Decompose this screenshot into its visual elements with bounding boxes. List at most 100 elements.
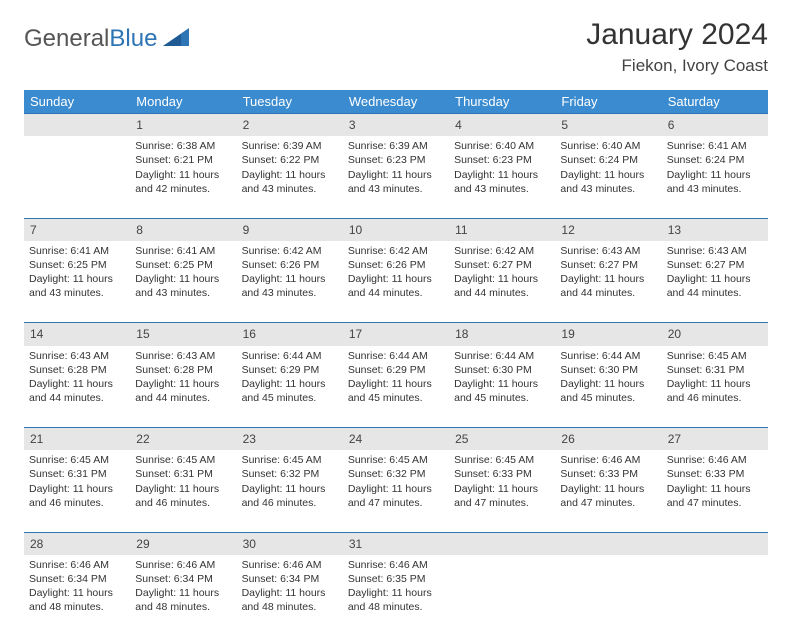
day-number: 21 — [24, 428, 130, 451]
sunset-text: Sunset: 6:34 PM — [29, 572, 125, 586]
daylight-text-1: Daylight: 11 hours — [348, 272, 444, 286]
sunset-text: Sunset: 6:33 PM — [667, 467, 763, 481]
calendar-table: Sunday Monday Tuesday Wednesday Thursday… — [24, 90, 768, 637]
sunrise-text: Sunrise: 6:39 AM — [348, 139, 444, 153]
daylight-text-1: Daylight: 11 hours — [667, 377, 763, 391]
sunrise-text: Sunrise: 6:44 AM — [242, 349, 338, 363]
daylight-text-1: Daylight: 11 hours — [667, 272, 763, 286]
sunrise-text: Sunrise: 6:41 AM — [29, 244, 125, 258]
day-number: 4 — [449, 114, 555, 137]
day-cell: Sunrise: 6:38 AMSunset: 6:21 PMDaylight:… — [130, 136, 236, 218]
daylight-text-2: and 46 minutes. — [29, 496, 125, 510]
day-number: 16 — [237, 323, 343, 346]
day-number: 19 — [555, 323, 661, 346]
daylight-text-1: Daylight: 11 hours — [667, 482, 763, 496]
day-cell: Sunrise: 6:45 AMSunset: 6:31 PMDaylight:… — [130, 450, 236, 532]
sunset-text: Sunset: 6:31 PM — [667, 363, 763, 377]
day-number: 8 — [130, 218, 236, 241]
sunrise-text: Sunrise: 6:41 AM — [135, 244, 231, 258]
day-number: 26 — [555, 428, 661, 451]
day-cell: Sunrise: 6:41 AMSunset: 6:24 PMDaylight:… — [662, 136, 768, 218]
sunset-text: Sunset: 6:22 PM — [242, 153, 338, 167]
month-title: January 2024 — [586, 18, 768, 52]
sunset-text: Sunset: 6:32 PM — [242, 467, 338, 481]
daylight-text-2: and 43 minutes. — [29, 286, 125, 300]
day-number: 24 — [343, 428, 449, 451]
week-row: Sunrise: 6:41 AMSunset: 6:25 PMDaylight:… — [24, 241, 768, 323]
day-cell: Sunrise: 6:39 AMSunset: 6:22 PMDaylight:… — [237, 136, 343, 218]
day-cell: Sunrise: 6:44 AMSunset: 6:29 PMDaylight:… — [237, 346, 343, 428]
day-number: 28 — [24, 532, 130, 555]
sunrise-text: Sunrise: 6:39 AM — [242, 139, 338, 153]
sunset-text: Sunset: 6:31 PM — [135, 467, 231, 481]
day-cell: Sunrise: 6:41 AMSunset: 6:25 PMDaylight:… — [130, 241, 236, 323]
daylight-text-1: Daylight: 11 hours — [560, 377, 656, 391]
daylight-text-1: Daylight: 11 hours — [348, 377, 444, 391]
daynum-row: 14151617181920 — [24, 323, 768, 346]
day-number: 1 — [130, 114, 236, 137]
day-number: 2 — [237, 114, 343, 137]
sunrise-text: Sunrise: 6:46 AM — [29, 558, 125, 572]
day-number — [24, 114, 130, 137]
daylight-text-2: and 45 minutes. — [348, 391, 444, 405]
day-cell: Sunrise: 6:45 AMSunset: 6:33 PMDaylight:… — [449, 450, 555, 532]
day-number — [662, 532, 768, 555]
daylight-text-2: and 43 minutes. — [348, 182, 444, 196]
daylight-text-1: Daylight: 11 hours — [560, 272, 656, 286]
sunset-text: Sunset: 6:23 PM — [348, 153, 444, 167]
sunset-text: Sunset: 6:34 PM — [242, 572, 338, 586]
sunrise-text: Sunrise: 6:43 AM — [29, 349, 125, 363]
logo-word2: Blue — [109, 25, 157, 52]
day-number: 13 — [662, 218, 768, 241]
sunrise-text: Sunrise: 6:45 AM — [667, 349, 763, 363]
daynum-row: 123456 — [24, 114, 768, 137]
sunrise-text: Sunrise: 6:42 AM — [348, 244, 444, 258]
daylight-text-2: and 44 minutes. — [348, 286, 444, 300]
day-number: 14 — [24, 323, 130, 346]
sunset-text: Sunset: 6:30 PM — [560, 363, 656, 377]
logo-text: GeneralBlue — [24, 25, 157, 53]
week-row: Sunrise: 6:46 AMSunset: 6:34 PMDaylight:… — [24, 555, 768, 637]
day-number — [555, 532, 661, 555]
day-number: 18 — [449, 323, 555, 346]
daylight-text-1: Daylight: 11 hours — [454, 272, 550, 286]
sunrise-text: Sunrise: 6:46 AM — [348, 558, 444, 572]
sunrise-text: Sunrise: 6:45 AM — [29, 453, 125, 467]
day-number: 12 — [555, 218, 661, 241]
sunrise-text: Sunrise: 6:40 AM — [454, 139, 550, 153]
day-cell: Sunrise: 6:43 AMSunset: 6:28 PMDaylight:… — [24, 346, 130, 428]
daynum-row: 21222324252627 — [24, 428, 768, 451]
sunset-text: Sunset: 6:28 PM — [135, 363, 231, 377]
daylight-text-1: Daylight: 11 hours — [135, 482, 231, 496]
logo-word1: General — [24, 25, 109, 52]
daylight-text-2: and 47 minutes. — [667, 496, 763, 510]
daylight-text-1: Daylight: 11 hours — [348, 168, 444, 182]
day-cell: Sunrise: 6:44 AMSunset: 6:30 PMDaylight:… — [555, 346, 661, 428]
sunset-text: Sunset: 6:26 PM — [348, 258, 444, 272]
sunrise-text: Sunrise: 6:46 AM — [242, 558, 338, 572]
day-number: 31 — [343, 532, 449, 555]
location: Fiekon, Ivory Coast — [586, 56, 768, 76]
daylight-text-1: Daylight: 11 hours — [454, 482, 550, 496]
sunset-text: Sunset: 6:29 PM — [242, 363, 338, 377]
daylight-text-2: and 43 minutes. — [667, 182, 763, 196]
day-number: 25 — [449, 428, 555, 451]
daylight-text-1: Daylight: 11 hours — [135, 586, 231, 600]
sunset-text: Sunset: 6:26 PM — [242, 258, 338, 272]
day-cell: Sunrise: 6:43 AMSunset: 6:27 PMDaylight:… — [555, 241, 661, 323]
weekday-header: Tuesday — [237, 90, 343, 114]
day-number — [449, 532, 555, 555]
sunrise-text: Sunrise: 6:43 AM — [560, 244, 656, 258]
day-number: 20 — [662, 323, 768, 346]
sunrise-text: Sunrise: 6:46 AM — [667, 453, 763, 467]
daylight-text-2: and 43 minutes. — [560, 182, 656, 196]
day-number: 29 — [130, 532, 236, 555]
sunrise-text: Sunrise: 6:46 AM — [135, 558, 231, 572]
daylight-text-2: and 47 minutes. — [348, 496, 444, 510]
weekday-header: Saturday — [662, 90, 768, 114]
sunset-text: Sunset: 6:27 PM — [560, 258, 656, 272]
day-cell: Sunrise: 6:46 AMSunset: 6:33 PMDaylight:… — [662, 450, 768, 532]
day-cell: Sunrise: 6:46 AMSunset: 6:34 PMDaylight:… — [24, 555, 130, 637]
day-cell: Sunrise: 6:40 AMSunset: 6:23 PMDaylight:… — [449, 136, 555, 218]
day-cell: Sunrise: 6:44 AMSunset: 6:29 PMDaylight:… — [343, 346, 449, 428]
